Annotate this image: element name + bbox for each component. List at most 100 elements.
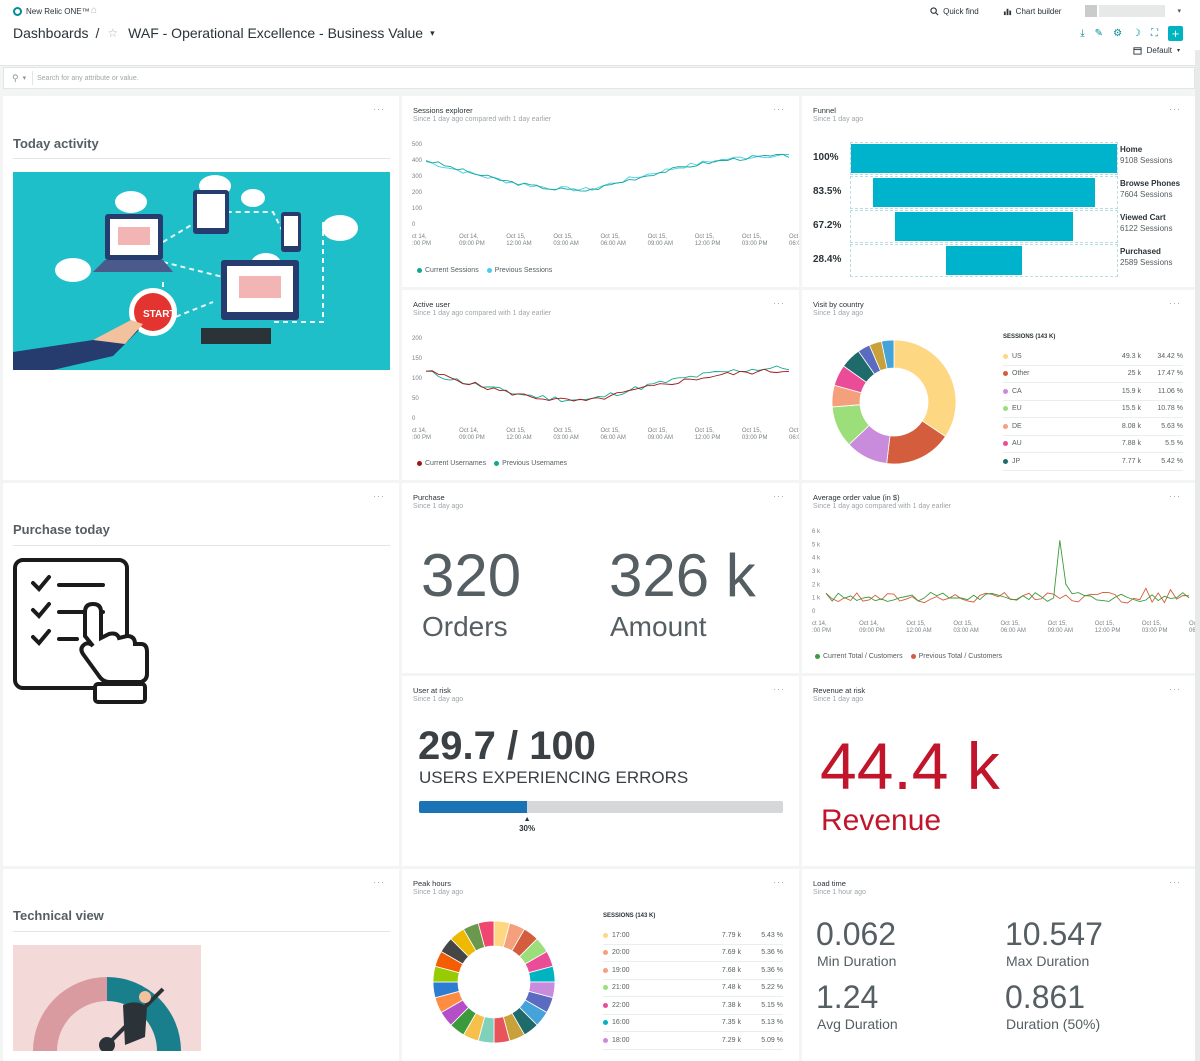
table-row[interactable]: 16:00 7.35 k 5.13 % xyxy=(603,1015,783,1032)
favorite-star-icon[interactable]: ☆ xyxy=(107,26,119,40)
legend-color-dot xyxy=(603,1037,608,1043)
x-axis-tick-label: ct 14,:00 PM xyxy=(812,621,831,634)
chevron-down-icon[interactable]: ▾ xyxy=(430,27,435,38)
legend-item[interactable]: Current Sessions xyxy=(417,267,479,274)
table-row[interactable]: JP 7.77 k 5.42 % xyxy=(1003,453,1183,471)
chart-builder-button[interactable]: Chart builder xyxy=(1003,7,1061,16)
funnel-step-name: Home xyxy=(1120,145,1143,154)
today-activity-panel: ··· Today activity xyxy=(3,96,399,480)
page-scrollbar[interactable] xyxy=(1195,50,1200,1061)
table-row[interactable]: 19:00 7.68 k 5.36 % xyxy=(603,962,783,980)
more-options-icon[interactable]: ··· xyxy=(1169,877,1181,887)
series-line[interactable] xyxy=(425,153,790,192)
series-line[interactable] xyxy=(825,587,1190,604)
dark-mode-moon-icon[interactable]: ☽ xyxy=(1132,28,1141,39)
table-row[interactable]: DE 8.08 k 5.63 % xyxy=(1003,418,1183,436)
more-options-icon[interactable]: ··· xyxy=(1169,104,1181,114)
funnel-step[interactable]: 28.4% Purchased 2589 Sessions xyxy=(813,244,1190,277)
legend-item[interactable]: Current Total / Customers xyxy=(815,653,903,660)
country-donut-chart[interactable] xyxy=(832,340,956,464)
row-name: EU xyxy=(1012,405,1022,413)
account-chevron-icon[interactable]: ▾ xyxy=(1177,8,1181,15)
peak-hours-donut-chart[interactable] xyxy=(433,921,555,1043)
more-options-icon[interactable]: ··· xyxy=(373,491,385,501)
table-row[interactable]: 20:00 7.69 k 5.36 % xyxy=(603,945,783,962)
more-options-icon[interactable]: ··· xyxy=(1169,684,1181,694)
table-row[interactable]: AU 7.88 k 5.5 % xyxy=(1003,436,1183,453)
time-picker[interactable]: Default ▾ xyxy=(1133,46,1180,55)
legend-item[interactable]: Current Usernames xyxy=(417,460,486,467)
series-line[interactable] xyxy=(425,368,790,402)
table-row[interactable]: EU 15.5 k 10.78 % xyxy=(1003,401,1183,418)
funnel-step[interactable]: 100% Home 9108 Sessions xyxy=(813,142,1190,175)
row-percent: 5.43 % xyxy=(761,931,783,939)
table-row[interactable]: 18:00 7.29 k 5.09 % xyxy=(603,1032,783,1050)
funnel-step[interactable]: 67.2% Viewed Cart 6122 Sessions xyxy=(813,210,1190,243)
legend-color-dot xyxy=(603,967,608,973)
svg-text:12:00 PM: 12:00 PM xyxy=(695,435,721,441)
svg-text::00 PM: :00 PM xyxy=(412,435,431,441)
filter-icon[interactable]: ⚲ xyxy=(12,72,19,83)
series-line[interactable] xyxy=(425,365,790,403)
legend-item[interactable]: Previous Usernames xyxy=(494,460,567,467)
donut-slice[interactable] xyxy=(880,340,895,370)
table-row[interactable]: 17:00 7.79 k 5.43 % xyxy=(603,927,783,945)
home-icon[interactable]: ⌂ xyxy=(91,5,98,16)
download-icon[interactable]: ⤓ xyxy=(1080,28,1085,39)
sessions-explorer-panel: Sessions explorer Since 1 day ago compar… xyxy=(402,96,799,287)
svg-text:06:00 AM: 06:00 AM xyxy=(1001,628,1026,634)
panel-title: Sessions explorer xyxy=(413,106,473,115)
filter-search-input[interactable]: Search for any attribute or value. xyxy=(37,74,139,82)
edit-pencil-icon[interactable]: ✎ xyxy=(1094,28,1104,39)
more-options-icon[interactable]: ··· xyxy=(1169,491,1181,501)
x-axis-tick-label: ct 14,:00 PM xyxy=(412,234,431,247)
settings-gear-icon[interactable]: ⚙ xyxy=(1113,28,1123,39)
legend-item[interactable]: Previous Total / Customers xyxy=(910,653,1002,660)
legend-color-dot xyxy=(603,950,608,956)
legend-item[interactable]: Previous Sessions xyxy=(486,267,552,274)
quick-find-button[interactable]: Quick find xyxy=(930,7,979,16)
more-options-icon[interactable]: ··· xyxy=(373,104,385,114)
legend-color-dot xyxy=(1003,406,1008,412)
fullscreen-icon[interactable]: ⛶ xyxy=(1151,28,1158,39)
funnel-step-bar[interactable] xyxy=(872,178,1096,207)
donut-slice[interactable] xyxy=(893,340,956,438)
panel-title: Revenue at risk xyxy=(813,686,866,695)
new-relic-logo[interactable]: New Relic ONE™ xyxy=(13,7,90,16)
breadcrumb-dashboards[interactable]: Dashboards xyxy=(13,25,89,41)
user-risk-value: 29.7 / 100 xyxy=(418,724,596,768)
more-options-icon[interactable]: ··· xyxy=(373,877,385,887)
table-row[interactable]: CA 15.9 k 11.06 % xyxy=(1003,383,1183,401)
table-row[interactable]: 21:00 7.48 k 5.22 % xyxy=(603,980,783,997)
series-line[interactable] xyxy=(825,540,1190,602)
funnel-step-bar[interactable] xyxy=(946,246,1022,275)
funnel-step-percent: 67.2% xyxy=(813,220,842,231)
table-row[interactable]: Other 25 k 17.47 % xyxy=(1003,366,1183,383)
technical-gauge-illustration xyxy=(13,945,201,1051)
filter-chevron-icon[interactable]: ▾ xyxy=(22,75,27,82)
donut-slice[interactable] xyxy=(477,921,495,948)
funnel-step-bar[interactable] xyxy=(851,144,1117,173)
table-row[interactable]: 22:00 7.38 k 5.15 % xyxy=(603,997,783,1015)
more-options-icon[interactable]: ··· xyxy=(773,491,785,501)
amount-label: Amount xyxy=(610,611,707,642)
panel-subtitle: Since 1 day ago compared with 1 day earl… xyxy=(413,116,552,123)
page-title[interactable]: WAF - Operational Excellence - Business … xyxy=(128,25,424,41)
funnel-step[interactable]: 83.5% Browse Phones 7604 Sessions xyxy=(813,176,1190,209)
median-duration-value: 0.861 xyxy=(1005,979,1086,1015)
more-options-icon[interactable]: ··· xyxy=(773,877,785,887)
table-row[interactable]: US 49.3 k 34.42 % xyxy=(1003,348,1183,366)
add-widget-button[interactable]: + xyxy=(1168,26,1183,41)
series-line[interactable] xyxy=(425,153,790,192)
more-options-icon[interactable]: ··· xyxy=(1169,298,1181,308)
user-account-avatar[interactable] xyxy=(1085,5,1166,17)
more-options-icon[interactable]: ··· xyxy=(773,298,785,308)
more-options-icon[interactable]: ··· xyxy=(773,104,785,114)
more-options-icon[interactable]: ··· xyxy=(773,684,785,694)
revenue-risk-label: Revenue xyxy=(821,804,942,837)
row-value: 7.35 k xyxy=(721,1019,741,1027)
funnel-step-bar[interactable] xyxy=(894,212,1074,241)
